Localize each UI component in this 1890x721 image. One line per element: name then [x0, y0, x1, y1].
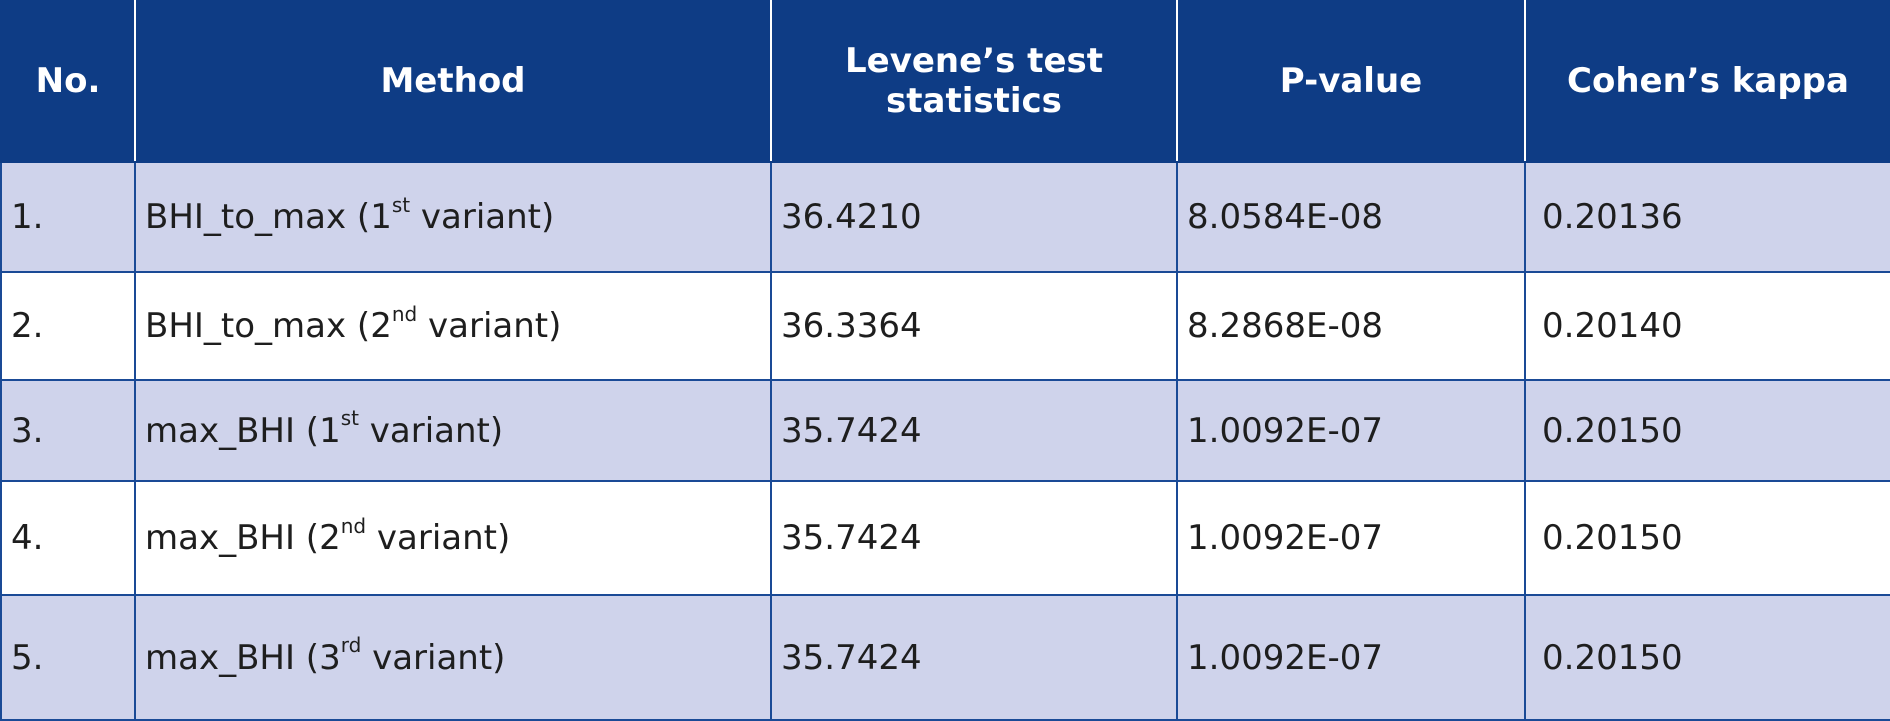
cell-pvalue: 8.2868E-08	[1176, 271, 1526, 381]
cell-pvalue: 8.0584E-08	[1176, 161, 1526, 273]
cell-no: 5.	[0, 594, 136, 721]
cell-kappa: 0.20140	[1524, 271, 1890, 381]
cell-pvalue: 1.0092E-07	[1176, 379, 1526, 482]
method-ordinal: st	[391, 192, 411, 217]
cell-pvalue: 1.0092E-07	[1176, 594, 1526, 721]
cell-levene: 35.7424	[770, 594, 1178, 721]
header-method: Method	[134, 0, 772, 163]
method-ordinal: st	[340, 406, 359, 431]
method-base: max_BHI (3	[145, 637, 341, 678]
method-tail: variant)	[358, 410, 504, 451]
cell-method: max_BHI (3rd variant)	[134, 594, 772, 721]
cell-levene: 35.7424	[770, 480, 1178, 596]
cell-kappa: 0.20150	[1524, 594, 1890, 721]
header-kappa: Cohen’s kappa	[1524, 0, 1890, 163]
cell-method: BHI_to_max (2nd variant)	[134, 271, 772, 381]
method-tail: variant)	[361, 637, 506, 678]
table-row: 2. BHI_to_max (2nd variant) 36.3364 8.28…	[0, 271, 1890, 381]
method-ordinal: nd	[340, 513, 367, 538]
header-levene-line2: statistics	[886, 80, 1062, 121]
table-row: 5. max_BHI (3rd variant) 35.7424 1.0092E…	[0, 594, 1890, 721]
header-no: No.	[0, 0, 136, 163]
cell-no: 1.	[0, 161, 136, 273]
method-tail: variant)	[410, 197, 555, 237]
method-base: max_BHI (2	[145, 518, 341, 558]
cell-pvalue: 1.0092E-07	[1176, 480, 1526, 596]
header-row: No. Method Levene’s test statistics P-va…	[0, 0, 1890, 163]
table-row: 3. max_BHI (1st variant) 35.7424 1.0092E…	[0, 379, 1890, 482]
header-levene: Levene’s test statistics	[770, 0, 1178, 163]
cell-no: 2.	[0, 271, 136, 381]
cell-no: 3.	[0, 379, 136, 482]
cell-levene: 35.7424	[770, 379, 1178, 482]
cell-method: BHI_to_max (1st variant)	[134, 161, 772, 273]
method-base: BHI_to_max (2	[145, 306, 392, 346]
cell-method: max_BHI (2nd variant)	[134, 480, 772, 596]
cell-levene: 36.4210	[770, 161, 1178, 273]
method-tail: variant)	[366, 518, 511, 558]
method-base: BHI_to_max (1	[145, 197, 392, 237]
method-base: max_BHI (1	[145, 410, 341, 451]
cell-kappa: 0.20136	[1524, 161, 1890, 273]
table-row: 4. max_BHI (2nd variant) 35.7424 1.0092E…	[0, 480, 1890, 596]
method-ordinal: rd	[340, 633, 362, 658]
cell-method: max_BHI (1st variant)	[134, 379, 772, 482]
cell-no: 4.	[0, 480, 136, 596]
header-levene-line1: Levene’s test	[844, 40, 1103, 81]
method-ordinal: nd	[391, 301, 418, 326]
cell-levene: 36.3364	[770, 271, 1178, 381]
table-row: 1. BHI_to_max (1st variant) 36.4210 8.05…	[0, 161, 1890, 273]
cell-kappa: 0.20150	[1524, 379, 1890, 482]
method-tail: variant)	[417, 306, 562, 346]
header-pvalue: P-value	[1176, 0, 1526, 163]
cell-kappa: 0.20150	[1524, 480, 1890, 596]
